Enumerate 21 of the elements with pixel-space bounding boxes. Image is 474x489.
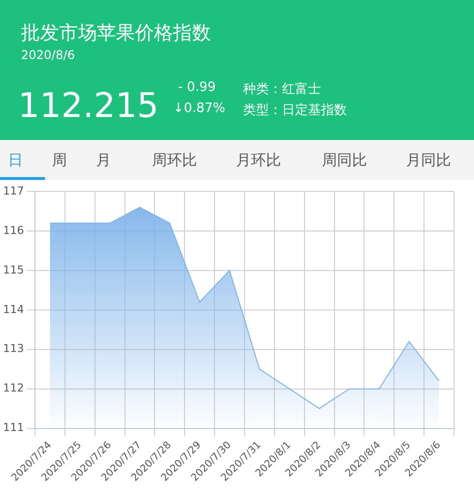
text: 周: [52, 151, 67, 170]
chart-subtitle: 2020/8/6: [21, 48, 75, 62]
text: 月: [96, 151, 111, 170]
text: - 0.99: [178, 80, 216, 95]
text: ↓0.87%: [173, 101, 226, 116]
text: 月同比: [406, 151, 451, 170]
y-tick-label: 111: [2, 421, 24, 434]
text: 日: [8, 151, 23, 170]
y-tick-label: 115: [2, 263, 24, 276]
text: 月环比: [236, 151, 281, 170]
y-tick-label: 116: [2, 224, 24, 237]
text: 112.215: [18, 86, 159, 126]
y-tick-label: 114: [2, 302, 24, 316]
text: 类型：日定基指数: [243, 102, 347, 119]
text: 周环比: [152, 151, 197, 170]
chart-title: 批发市场苹果价格指数: [21, 21, 211, 46]
y-tick-label: 113: [2, 342, 24, 356]
text: 周同比: [322, 151, 367, 170]
y-tick-label: 117: [2, 184, 24, 198]
text: 种类：红富士: [243, 81, 321, 98]
y-tick-label: 112: [2, 382, 24, 395]
